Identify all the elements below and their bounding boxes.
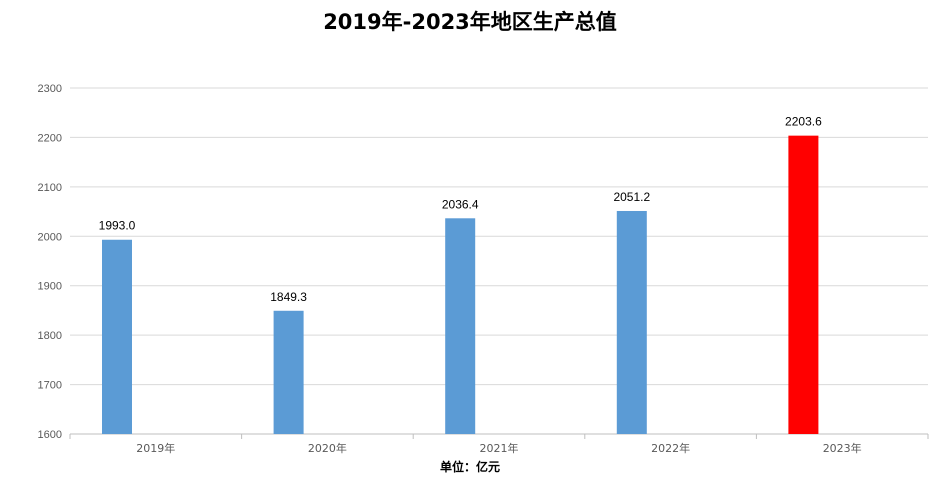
data-label: 1993.0 xyxy=(99,219,136,233)
y-tick-label: 2100 xyxy=(38,182,62,194)
x-axis-title: 单位：亿元 xyxy=(439,460,500,474)
bar xyxy=(616,210,647,434)
y-tick-label: 1600 xyxy=(38,429,62,441)
y-tick-label: 2200 xyxy=(38,132,62,144)
chart-title: 2019年-2023年地区生产总值 xyxy=(323,10,617,34)
x-tick-label: 2019年 xyxy=(136,441,175,455)
x-tick-label: 2022年 xyxy=(651,441,690,455)
y-tick-label: 2000 xyxy=(38,231,62,243)
y-tick-label: 1800 xyxy=(38,330,62,342)
bar xyxy=(788,135,819,434)
y-tick-label: 1700 xyxy=(38,380,62,392)
data-label: 1849.3 xyxy=(270,290,307,304)
data-label: 2036.4 xyxy=(442,197,479,211)
bar xyxy=(273,310,304,434)
data-label: 2203.6 xyxy=(785,115,822,129)
bar xyxy=(445,218,476,434)
data-label: 2051.2 xyxy=(613,190,650,204)
x-tick-label: 2023年 xyxy=(823,441,862,455)
x-tick-label: 2020年 xyxy=(308,441,347,455)
y-tick-label: 1900 xyxy=(38,281,62,293)
x-tick-label: 2021年 xyxy=(480,441,519,455)
y-tick-label: 2300 xyxy=(38,83,62,95)
bar xyxy=(102,239,132,434)
